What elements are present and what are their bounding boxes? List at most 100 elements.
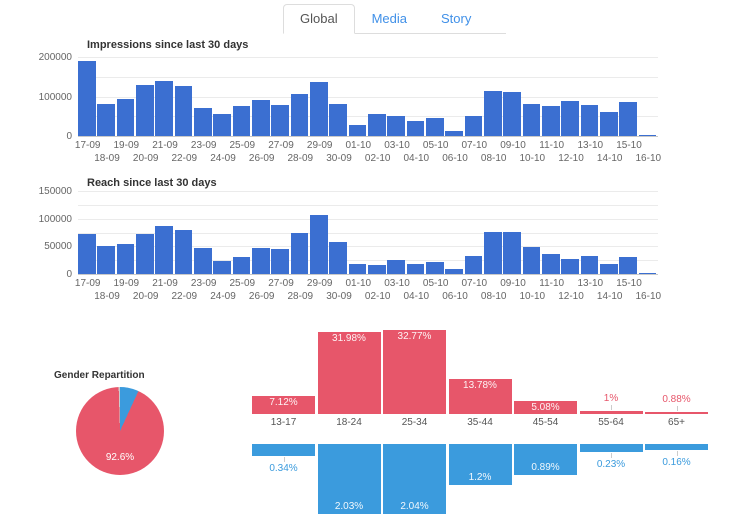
bar[interactable]	[522, 104, 541, 136]
bar[interactable]	[445, 268, 464, 274]
bar[interactable]	[464, 116, 483, 136]
bar[interactable]	[116, 244, 135, 274]
bar[interactable]	[213, 261, 232, 274]
tab-global[interactable]: Global	[283, 4, 355, 34]
gender-pie[interactable]	[76, 387, 164, 475]
bar[interactable]	[348, 263, 367, 274]
age-bar-red[interactable]	[383, 330, 446, 414]
bar[interactable]	[232, 106, 251, 136]
bar[interactable]	[329, 103, 348, 136]
age-bar-blue[interactable]	[579, 444, 643, 452]
bar[interactable]	[290, 232, 309, 274]
x-axis-tick-label: 21-09	[152, 278, 178, 289]
bar[interactable]	[155, 225, 174, 274]
x-axis-tick-label: 27-09	[268, 140, 294, 151]
bar[interactable]	[310, 81, 328, 136]
age-bar-blue[interactable]	[252, 444, 315, 456]
bar[interactable]	[232, 256, 251, 274]
bar[interactable]	[213, 113, 232, 136]
gender-pie-title: Gender Repartition	[54, 370, 145, 381]
x-axis-tick-label: 19-09	[113, 278, 140, 289]
x-axis-tick-label: 27-09	[268, 278, 294, 289]
bar[interactable]	[503, 92, 522, 136]
age-bar-red[interactable]	[645, 411, 708, 414]
bar[interactable]	[406, 121, 425, 136]
bar[interactable]	[78, 61, 96, 136]
tab-media[interactable]: Media	[371, 11, 407, 26]
x-axis-tick-label: 02-10	[364, 153, 391, 164]
x-axis-tick-label: 13-10	[577, 278, 604, 289]
bar[interactable]	[619, 257, 638, 274]
x-axis-tick-label: 06-10	[442, 153, 468, 164]
bar[interactable]	[580, 256, 599, 274]
age-category-label: 45-54	[532, 417, 559, 428]
bar[interactable]	[116, 99, 135, 136]
bar[interactable]	[484, 231, 502, 274]
bar[interactable]	[78, 234, 96, 274]
bar[interactable]	[406, 264, 425, 274]
age-category-label: 18-24	[336, 417, 362, 428]
bar[interactable]	[136, 233, 154, 274]
bar[interactable]	[136, 84, 154, 136]
bar[interactable]	[600, 264, 618, 274]
bar[interactable]	[252, 100, 270, 136]
bar[interactable]	[600, 111, 618, 136]
bar[interactable]	[522, 247, 541, 274]
bar[interactable]	[174, 85, 193, 136]
bar[interactable]	[348, 125, 367, 136]
bar[interactable]	[271, 105, 290, 136]
age-bar-blue[interactable]	[383, 444, 446, 514]
impressions-chart: Impressions since last 30 days 17-09 18-0…	[28, 38, 708, 170]
callout-line	[611, 405, 612, 411]
tab-story[interactable]: Story	[441, 11, 472, 26]
bar[interactable]	[484, 91, 502, 136]
bar[interactable]	[638, 272, 657, 274]
age-bar-red-label: 0.88%	[662, 393, 691, 405]
x-axis-tick-label: 13-10	[577, 140, 604, 151]
age-bar-red-label: 7.12%	[269, 396, 298, 408]
x-axis-tick-label: 04-10	[403, 153, 430, 164]
age-bar-red[interactable]	[252, 395, 315, 414]
age-bar-red[interactable]	[579, 411, 643, 414]
bar[interactable]	[155, 80, 174, 136]
bar[interactable]	[638, 134, 657, 136]
bar[interactable]	[174, 230, 193, 274]
bar[interactable]	[580, 105, 599, 136]
age-bar-blue[interactable]	[317, 444, 381, 514]
bar[interactable]	[271, 249, 290, 274]
age-bar-red[interactable]	[448, 378, 512, 414]
bar[interactable]	[194, 108, 212, 136]
bar[interactable]	[290, 93, 309, 136]
gridline	[78, 76, 658, 78]
bar[interactable]	[252, 248, 270, 274]
x-axis-tick-label: 17-09	[74, 140, 101, 151]
bar[interactable]	[368, 114, 386, 136]
bar[interactable]	[503, 231, 522, 274]
x-axis-tick-label: 18-09	[94, 291, 120, 302]
age-bar-blue[interactable]	[645, 444, 708, 450]
bar[interactable]	[194, 248, 212, 274]
age-bar-blue[interactable]	[514, 444, 577, 475]
bar[interactable]	[387, 115, 406, 136]
age-bar-blue[interactable]	[448, 444, 512, 486]
bar[interactable]	[426, 118, 444, 136]
bar[interactable]	[97, 246, 116, 274]
age-bar-red[interactable]	[514, 401, 577, 414]
age-category-label: 55-64	[598, 417, 624, 428]
bar[interactable]	[368, 265, 386, 274]
bar[interactable]	[542, 253, 560, 274]
bar[interactable]	[542, 106, 560, 136]
age-bar-red[interactable]	[317, 332, 381, 414]
bar[interactable]	[310, 215, 328, 274]
bar[interactable]	[619, 102, 638, 136]
bar[interactable]	[464, 255, 483, 274]
bar[interactable]	[426, 262, 444, 274]
bar[interactable]	[387, 260, 406, 274]
bar[interactable]	[561, 101, 580, 136]
bar[interactable]	[445, 130, 464, 136]
x-axis-tick-label: 23-09	[190, 278, 217, 289]
x-axis-tick-label: 08-10	[480, 291, 507, 302]
bar[interactable]	[561, 259, 580, 274]
bar[interactable]	[97, 104, 116, 136]
bar[interactable]	[329, 241, 348, 274]
